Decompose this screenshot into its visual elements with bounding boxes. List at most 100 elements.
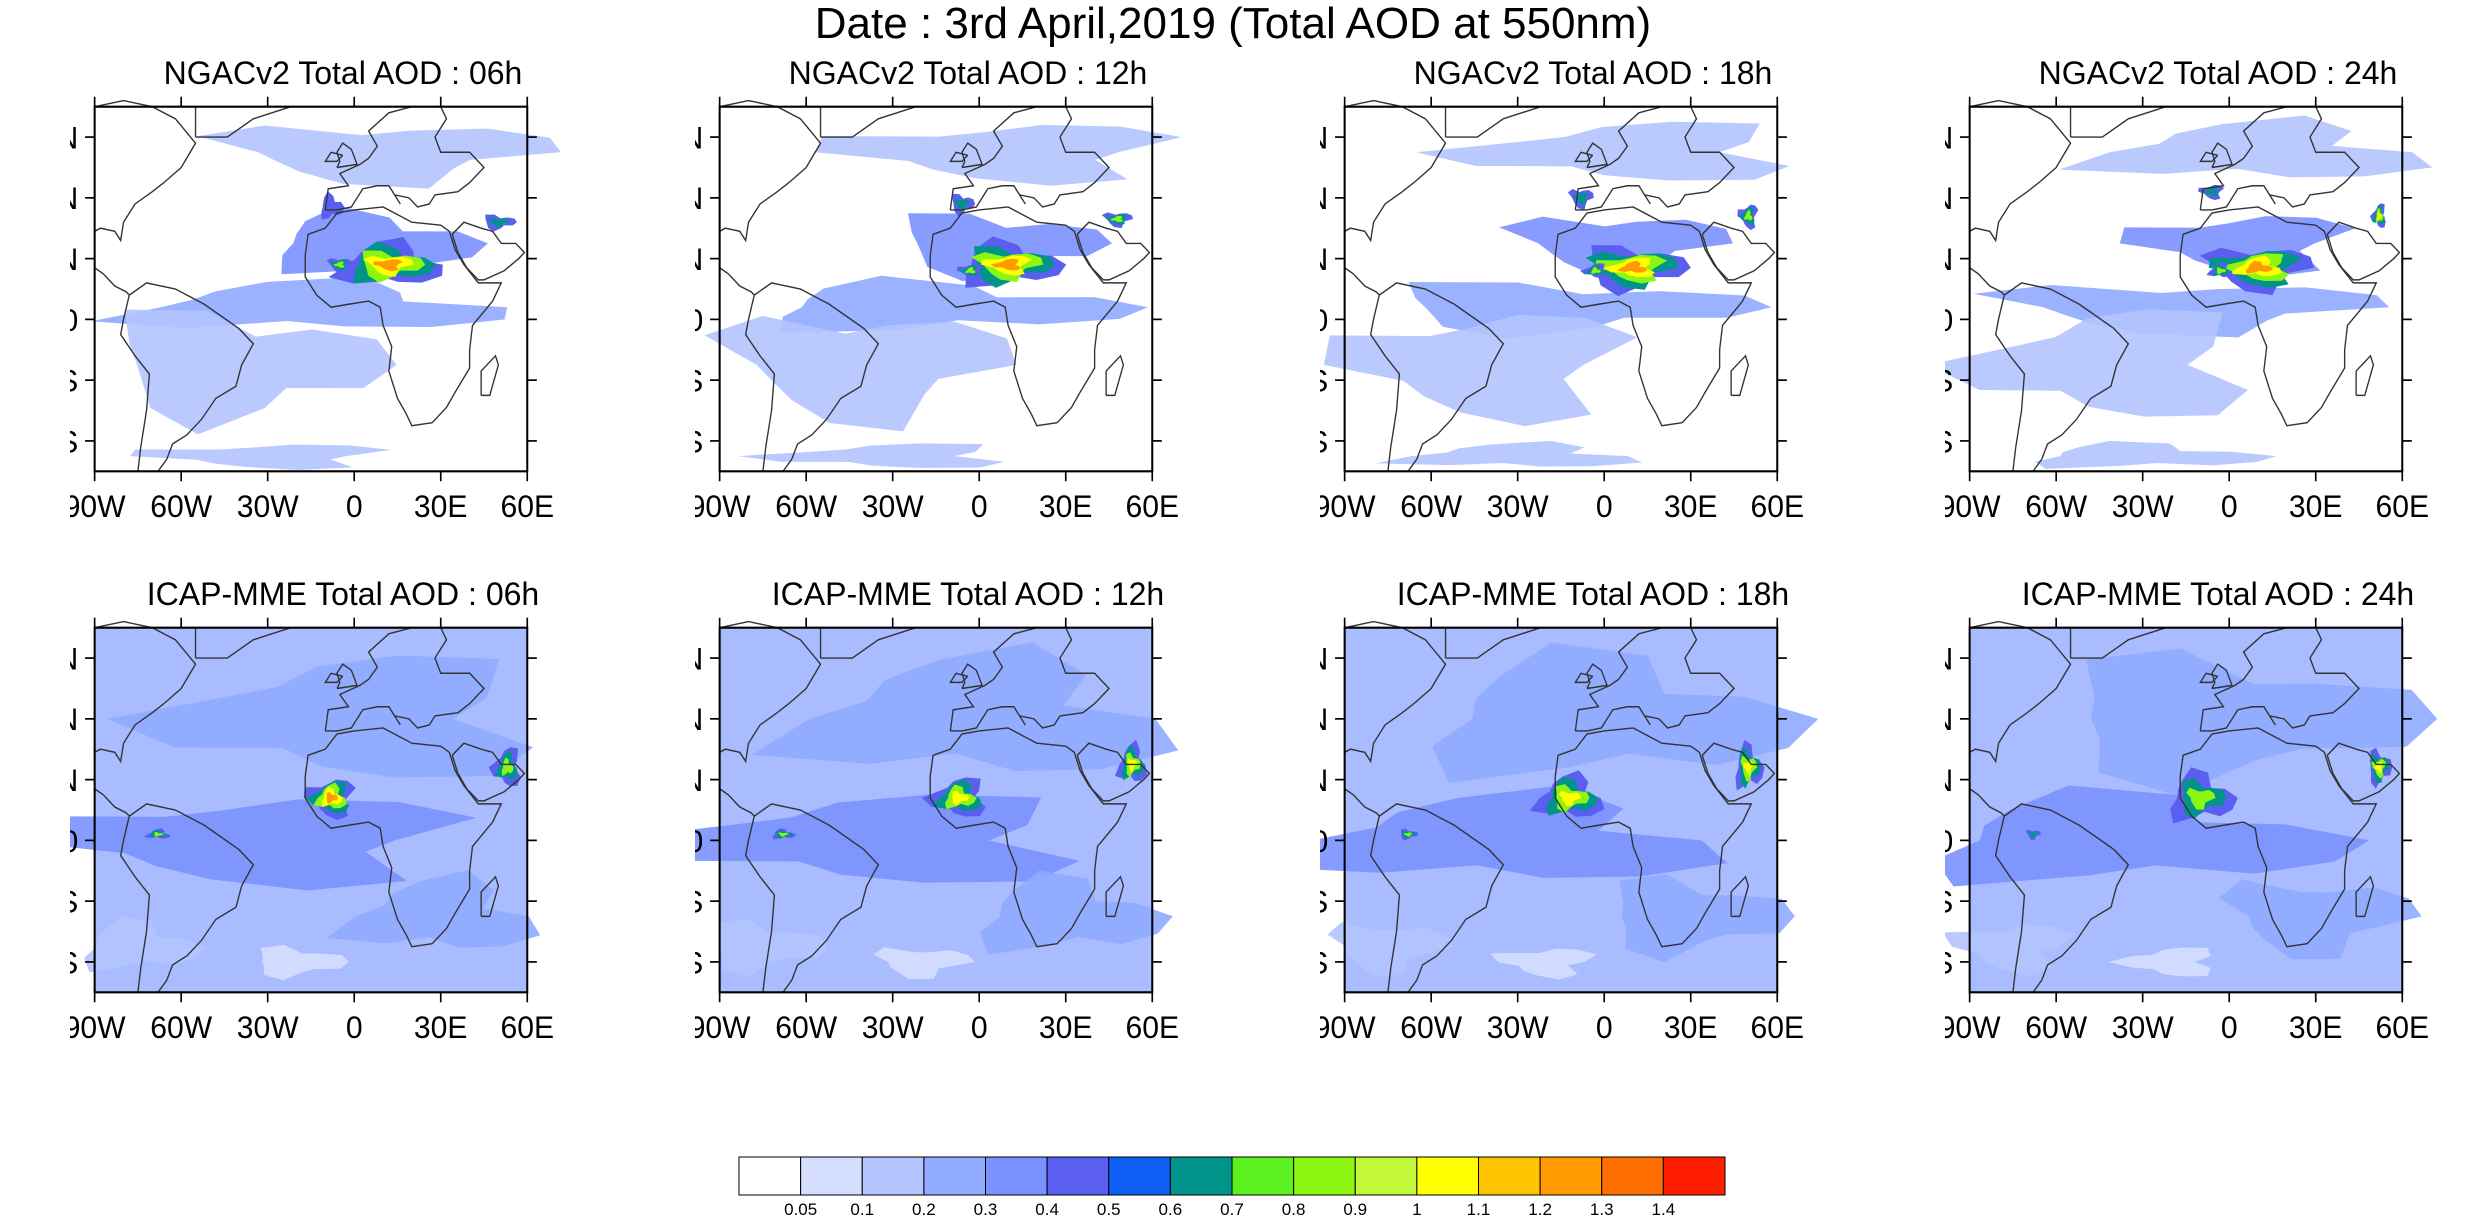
colorbar-label: 1.2 xyxy=(1528,1200,1552,1219)
map-panel-icap-18h: ICAP-MME Total AOD : 18h 90W 60W 30W 0 30E 60… xyxy=(1280,575,1906,1095)
aod-hotspot xyxy=(2377,211,2382,221)
colorbar-label: 0.3 xyxy=(974,1200,998,1219)
y-tick-label: 0 xyxy=(1320,823,1328,859)
x-tick-label: 60W xyxy=(2025,488,2087,524)
coastline xyxy=(2069,626,2167,659)
y-tick-label: 0 xyxy=(695,823,703,859)
coastline xyxy=(451,742,526,802)
colorbar-label: 0.05 xyxy=(784,1200,817,1219)
coastline xyxy=(1105,354,1125,397)
y-tick-label: 40N xyxy=(1320,181,1328,217)
aod-background-band xyxy=(1431,642,1819,783)
x-tick-label: 30E xyxy=(414,488,468,524)
x-tick-label: 30E xyxy=(1039,1009,1093,1045)
y-tick-label: 20N xyxy=(70,762,78,798)
coastline xyxy=(119,803,255,994)
panel-title: NGACv2 Total AOD : 18h xyxy=(1413,55,1773,91)
x-tick-label: 0 xyxy=(1596,488,1613,524)
x-tick-label: 60E xyxy=(500,488,554,524)
coastline xyxy=(719,620,822,764)
coastline xyxy=(2199,105,2360,211)
x-tick-label: 30W xyxy=(862,488,924,524)
aod-hotspot xyxy=(964,266,976,274)
coastline xyxy=(1554,727,1753,948)
coastline xyxy=(1105,875,1125,918)
aod-background-band xyxy=(260,945,349,981)
coastline xyxy=(324,672,344,684)
map-panel-icap-06h: ICAP-MME Total AOD : 06h 90W 60W 30W 0 30E 60… xyxy=(30,575,656,1095)
aod-background-band xyxy=(1416,121,1790,181)
colorbar-swatch xyxy=(1046,1156,1110,1196)
coastline xyxy=(1574,626,1735,732)
aod-background-band xyxy=(695,794,1080,883)
aod-hotspot xyxy=(154,831,164,837)
aod-background-band xyxy=(1323,314,1638,427)
coastline xyxy=(719,99,822,243)
x-tick-label: 0 xyxy=(971,488,988,524)
aod-hotspot xyxy=(2202,187,2219,196)
colorbar-label: 1.1 xyxy=(1467,1200,1491,1219)
aod-background-band xyxy=(70,799,477,891)
x-tick-label: 90W xyxy=(70,1009,126,1045)
y-tick-label: 20N xyxy=(1945,762,1953,798)
coastline xyxy=(1554,206,1753,427)
aod-hotspot xyxy=(952,790,969,806)
coastline xyxy=(194,626,292,659)
x-tick-label: 90W xyxy=(695,1009,751,1045)
colorbar-swatch xyxy=(1662,1156,1726,1196)
aod-hotspot xyxy=(1109,215,1124,223)
aod-hotspot xyxy=(778,832,789,837)
x-tick-label: 60W xyxy=(1400,1009,1462,1045)
y-tick-label: 40N xyxy=(70,702,78,738)
coastline xyxy=(1344,267,1380,296)
y-tick-label: 0 xyxy=(1945,823,1953,859)
coastline xyxy=(1969,788,2005,817)
y-tick-label: 60N xyxy=(70,641,78,677)
y-tick-label: 40N xyxy=(1320,702,1328,738)
x-tick-label: 0 xyxy=(346,1009,363,1045)
coastline xyxy=(744,803,880,994)
aod-background-band xyxy=(979,870,1173,955)
coastline xyxy=(2179,727,2378,948)
y-tick-label: 20N xyxy=(1320,241,1328,277)
aod-map: 90W 60W 30W 0 30E 60E 60N 40N 20N 0 20S 40S xyxy=(1320,617,1819,1045)
colorbar-swatch xyxy=(1539,1156,1603,1196)
aod-hotspot xyxy=(326,792,338,805)
y-tick-label: 20S xyxy=(1945,884,1953,920)
y-tick-label: 20S xyxy=(1320,884,1328,920)
aod-background-band xyxy=(130,444,392,471)
coastline xyxy=(961,663,984,690)
colorbar-swatch xyxy=(861,1156,925,1196)
x-tick-label: 30W xyxy=(2112,488,2174,524)
x-tick-label: 30W xyxy=(862,1009,924,1045)
colorbar-label: 0.8 xyxy=(1282,1200,1306,1219)
panel-title: ICAP-MME Total AOD : 18h xyxy=(1396,576,1790,612)
aod-map: 90W 60W 30W 0 30E 60E 60N 40N 20N 0 20S 40S xyxy=(70,617,554,1045)
panel-title: NGACv2 Total AOD : 06h xyxy=(163,55,523,91)
coastline xyxy=(324,105,485,211)
coastline xyxy=(94,267,130,296)
coastline xyxy=(451,221,526,281)
x-tick-label: 0 xyxy=(971,1009,988,1045)
aod-background-band xyxy=(2108,947,2212,977)
aod-background-band xyxy=(2059,115,2433,178)
x-tick-label: 60W xyxy=(775,1009,837,1045)
x-tick-label: 30E xyxy=(414,1009,468,1045)
coastline xyxy=(119,282,255,473)
coastline xyxy=(304,206,503,427)
aod-hotspot xyxy=(1616,260,1648,273)
y-tick-label: 40N xyxy=(1945,181,1953,217)
coastline xyxy=(1586,142,1609,169)
x-tick-label: 60W xyxy=(775,488,837,524)
aod-background-band xyxy=(2086,648,2438,796)
map-panel-ngac-18h: NGACv2 Total AOD : 18h 90W 60W 30W 0 30E 60E 6… xyxy=(1280,54,1906,574)
y-tick-label: 40N xyxy=(70,181,78,217)
coastline xyxy=(94,788,130,817)
aod-background-band xyxy=(737,443,1005,468)
x-tick-label: 90W xyxy=(1320,1009,1376,1045)
x-tick-label: 0 xyxy=(346,488,363,524)
coastline xyxy=(1076,221,1151,281)
map-frame xyxy=(718,626,1154,994)
x-tick-label: 0 xyxy=(2221,488,2238,524)
coastline xyxy=(1730,354,1750,397)
